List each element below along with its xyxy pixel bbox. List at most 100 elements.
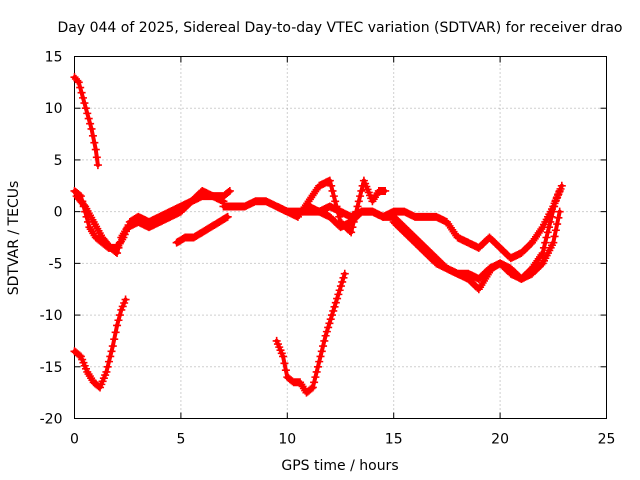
x-tick-label: 20 [491, 432, 509, 448]
data-point [168, 214, 173, 219]
data-point [191, 235, 196, 240]
data-point [317, 183, 322, 188]
data-point [466, 240, 471, 245]
data-series-track-c [72, 186, 234, 258]
y-tick-label: 10 [45, 101, 63, 117]
data-point [72, 75, 77, 80]
data-point [221, 204, 226, 209]
data-point [227, 188, 232, 193]
data-point [183, 235, 188, 240]
data-point [217, 219, 222, 224]
data-point [508, 266, 513, 271]
data-point [285, 209, 290, 214]
data-point [342, 271, 347, 276]
data-point [91, 219, 96, 224]
data-point [547, 225, 552, 230]
data-point [291, 380, 296, 385]
data-point [221, 199, 226, 204]
data-point [119, 307, 124, 312]
data-point [74, 194, 79, 199]
data-point [327, 204, 332, 209]
data-point [125, 225, 130, 230]
y-tick-label: -20 [40, 412, 63, 428]
data-point [93, 235, 98, 240]
data-point [402, 230, 407, 235]
series-trace [73, 298, 128, 390]
data-point [95, 163, 100, 168]
data-point [281, 354, 286, 359]
data-point [455, 235, 460, 240]
grid-lines [74, 56, 607, 419]
data-point [242, 204, 247, 209]
x-tick-label: 15 [385, 432, 403, 448]
y-tick-label: 15 [45, 50, 63, 66]
data-point [253, 199, 258, 204]
data-point [89, 126, 94, 131]
x-tick-label: 5 [176, 432, 185, 448]
data-point [306, 199, 311, 204]
data-point [434, 214, 439, 219]
data-point [208, 225, 213, 230]
data-point [83, 204, 88, 209]
data-point [383, 188, 388, 193]
data-point [78, 354, 83, 359]
plus-markers [219, 186, 564, 263]
data-point [110, 344, 115, 349]
data-point [444, 219, 449, 224]
data-point [274, 338, 279, 343]
data-point [317, 359, 322, 364]
data-point [361, 178, 366, 183]
data-point [298, 380, 303, 385]
x-tick-label: 25 [598, 432, 616, 448]
data-point [540, 251, 545, 256]
data-point [115, 323, 120, 328]
data-point [285, 375, 290, 380]
data-point [381, 214, 386, 219]
data-point [76, 80, 81, 85]
plus-markers [72, 186, 234, 258]
data-point [87, 225, 92, 230]
data-point [317, 209, 322, 214]
y-tick-label: -5 [49, 256, 63, 272]
data-point [178, 209, 183, 214]
plot-frame [74, 56, 607, 419]
y-tick-label: 0 [54, 205, 63, 221]
data-point [551, 240, 556, 245]
data-point [200, 230, 205, 235]
data-point [359, 209, 364, 214]
data-point [483, 276, 488, 281]
data-point [136, 214, 141, 219]
data-point [157, 219, 162, 224]
data-point [338, 225, 343, 230]
data-series-track-j [272, 269, 349, 397]
data-point [557, 209, 562, 214]
chart-title: Day 044 of 2025, Sidereal Day-to-day VTE… [57, 20, 622, 36]
data-point [210, 194, 215, 199]
data-point [327, 178, 332, 183]
data-point [115, 251, 120, 256]
data-point [119, 235, 124, 240]
data-point [498, 261, 503, 266]
x-axis-label: GPS time / hours [281, 458, 398, 474]
data-point [553, 199, 558, 204]
data-point [327, 214, 332, 219]
data-point [85, 111, 90, 116]
data-point [200, 188, 205, 193]
data-point [146, 225, 151, 230]
data-point [349, 230, 354, 235]
data-point [412, 240, 417, 245]
data-point [295, 214, 300, 219]
data-point [323, 333, 328, 338]
series-trace [223, 190, 562, 261]
data-point [91, 380, 96, 385]
data-point [232, 204, 237, 209]
data-point [476, 287, 481, 292]
data-point [104, 369, 109, 374]
data-point [304, 390, 309, 395]
data-point [108, 245, 113, 250]
data-point [329, 313, 334, 318]
data-point [391, 219, 396, 224]
data-series-track-e [172, 212, 232, 247]
y-tick-label: -15 [40, 360, 63, 376]
data-point [221, 194, 226, 199]
